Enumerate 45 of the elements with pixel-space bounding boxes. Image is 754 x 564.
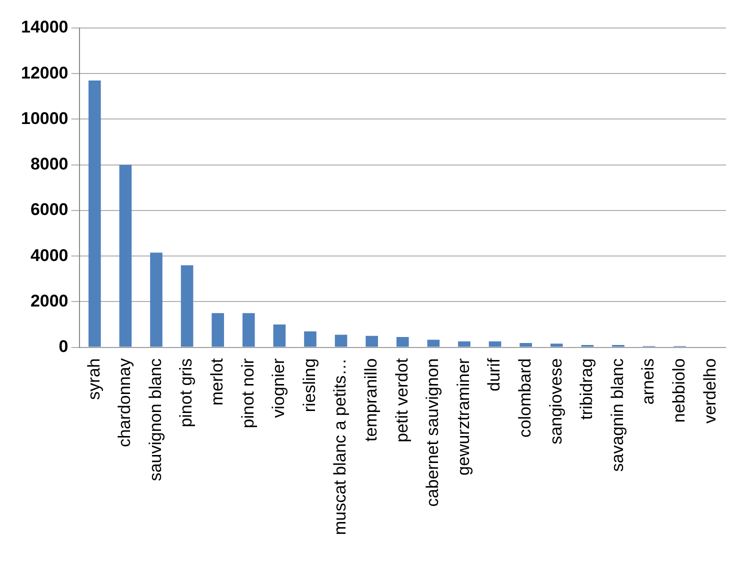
bar	[488, 341, 502, 347]
x-tick-label: cabernet sauvignon	[423, 358, 442, 507]
x-tick-label: gewurztraminer	[454, 358, 473, 476]
y-tick-label: 6000	[30, 200, 68, 220]
y-tick-label: 12000	[20, 63, 68, 82]
x-tick-label: chardonnay	[115, 358, 134, 448]
bar	[304, 331, 316, 347]
y-tick-label: 4000	[30, 246, 68, 265]
x-tick-label: durif	[484, 358, 504, 392]
x-tick-label: savagnin blanc	[608, 358, 627, 472]
x-tick-label: pinot noir	[238, 358, 258, 428]
x-tick-label: arneis	[638, 358, 658, 405]
x-tick-label: petit verdot	[392, 358, 412, 442]
x-tick-label: muscat blanc a petits…	[330, 358, 350, 536]
y-tick-label: 8000	[30, 154, 68, 174]
bar	[334, 334, 348, 347]
y-tick-label: 0	[58, 336, 68, 356]
bar	[88, 80, 101, 347]
x-tick-label: colombard	[516, 358, 535, 438]
x-tick-label: tempranillo	[362, 358, 381, 442]
x-tick-label: tribidrag	[577, 358, 596, 420]
bar	[520, 342, 532, 347]
x-tick-label: verdelho	[700, 358, 720, 424]
x-tick-label: merlot	[208, 358, 227, 406]
bar	[212, 313, 224, 347]
y-tick-label: 10000	[20, 108, 68, 128]
bar	[273, 324, 286, 347]
bar	[458, 341, 470, 347]
bar	[427, 340, 440, 347]
x-tick-label: nebbiolo	[669, 358, 688, 423]
x-tick-label: syrah	[84, 358, 104, 400]
bar	[180, 265, 194, 347]
bar	[119, 164, 132, 347]
x-tick-label: riesling	[300, 358, 319, 412]
x-tick-label: viognier	[269, 358, 288, 418]
y-tick-label: 2000	[30, 291, 68, 310]
bar	[550, 344, 563, 347]
bar	[396, 337, 409, 347]
y-tick-label: 14000	[20, 18, 68, 37]
x-tick-label: sangiovese	[546, 358, 566, 444]
x-tick-label: pinot gris	[176, 358, 196, 428]
bar	[242, 313, 255, 347]
x-tick-label: sauvignon blanc	[146, 358, 165, 482]
bar	[366, 336, 378, 347]
bar	[150, 252, 162, 347]
